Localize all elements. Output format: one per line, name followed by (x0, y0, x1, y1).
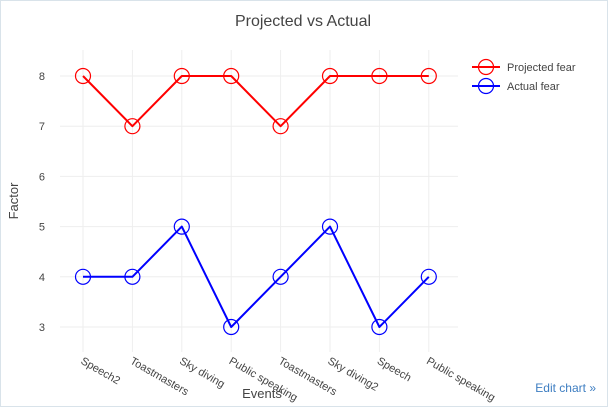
y-axis-title: Factor (6, 182, 21, 220)
y-tick-label: 7 (39, 121, 45, 133)
series-point (321, 67, 339, 85)
y-tick-label: 4 (39, 272, 45, 284)
series-point (420, 67, 437, 85)
chart-title: Projected vs Actual (235, 13, 371, 30)
x-axis-title: Events (242, 386, 282, 401)
series-point (272, 118, 289, 135)
series-point (173, 218, 190, 235)
x-tick-label: Speech (375, 355, 413, 384)
legend[interactable]: Projected fear Actual fear (472, 58, 576, 95)
legend-swatch-marker (477, 77, 495, 95)
x-tick-label: Public speaking (424, 355, 497, 404)
y-tick-label: 6 (39, 171, 45, 183)
series-point (173, 67, 190, 85)
legend-item[interactable]: Projected fear (472, 58, 576, 76)
x-tick-label: Speech2 (79, 355, 123, 387)
series-point (321, 218, 339, 235)
series-0 (74, 67, 437, 135)
series-point (272, 268, 289, 285)
series-point (371, 318, 388, 336)
series-layer (74, 67, 437, 336)
series-line (83, 225, 430, 328)
series-point (74, 268, 92, 285)
y-tick-label: 8 (39, 71, 45, 83)
series-point (124, 118, 141, 135)
series-point (124, 268, 141, 285)
edit-chart-link[interactable]: Edit chart » (535, 381, 596, 395)
series-point (223, 67, 240, 85)
series-1 (74, 218, 437, 336)
series-point (371, 67, 388, 85)
legend-item[interactable]: Actual fear (472, 77, 560, 95)
y-tick-label: 5 (39, 222, 45, 234)
y-axis-ticks: 3 4 5 6 7 8 (39, 71, 45, 334)
y-tick-label: 3 (39, 322, 45, 334)
legend-label: Actual fear (507, 81, 560, 93)
series-point (74, 67, 92, 85)
legend-swatch-marker (477, 58, 495, 76)
series-line (82, 75, 429, 128)
legend-label: Projected fear (507, 62, 576, 74)
series-point (223, 318, 240, 336)
series-point (420, 268, 437, 285)
